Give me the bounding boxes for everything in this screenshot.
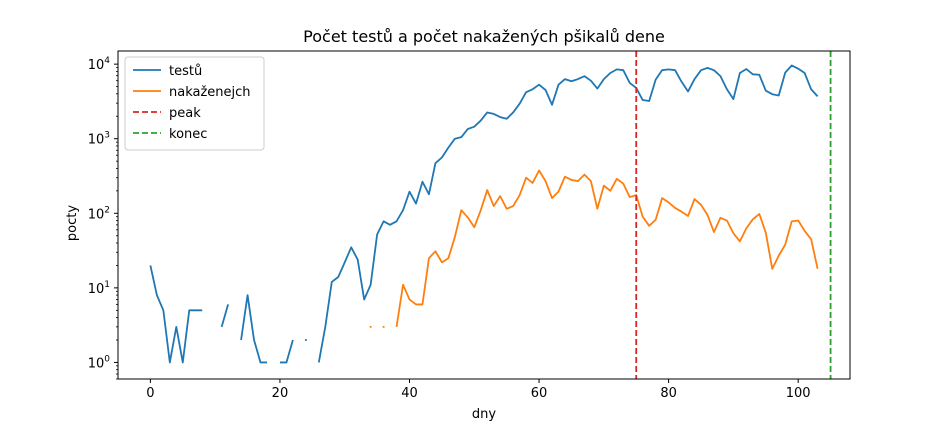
legend-label-1: nakaženejch [169,85,251,100]
y-tick-label: 102 [88,205,110,222]
series-1-point-0 [369,325,372,328]
series-0-line-segment-2 [240,294,267,364]
chart-title: Počet testů a počet nakažených pšikalů d… [303,27,665,46]
series-1-line-segment-2 [395,169,819,328]
series-0-line-segment-1 [220,304,229,328]
series-0-line-segment-0 [149,265,203,364]
y-tick-label: 101 [88,280,110,297]
y-axis-title: pocty [65,205,80,241]
y-tick-label: 104 [88,56,111,73]
x-tick-label: 20 [272,386,289,401]
legend: testů nakaženejch peak konec [124,56,265,151]
plot-frame [117,50,851,380]
plot-area [149,51,832,379]
y-tick-label: 100 [88,354,111,371]
series-0-line-segment-3 [279,339,294,364]
x-tick-label: 100 [786,386,811,401]
series-0-group [149,64,819,364]
legend-label-3: konec [169,127,207,142]
legend-label-2: peak [169,106,201,121]
legend-box [124,56,265,151]
series-1-point-1 [382,325,385,328]
x-tick-label: 60 [531,386,548,401]
series-0-point-4 [304,339,307,341]
x-tick-label: 80 [660,386,677,401]
series-1-group [369,169,819,328]
x-axis-title: dny [472,407,496,422]
x-tick-label: 40 [401,386,418,401]
legend-label-0: testů [169,64,202,79]
axes: 0 20 40 60 80 100 100 101 102 103 104 [88,50,851,401]
series-0-line-segment-5 [317,64,819,363]
x-tick-label: 0 [146,386,154,401]
y-tick-label: 103 [88,131,110,148]
